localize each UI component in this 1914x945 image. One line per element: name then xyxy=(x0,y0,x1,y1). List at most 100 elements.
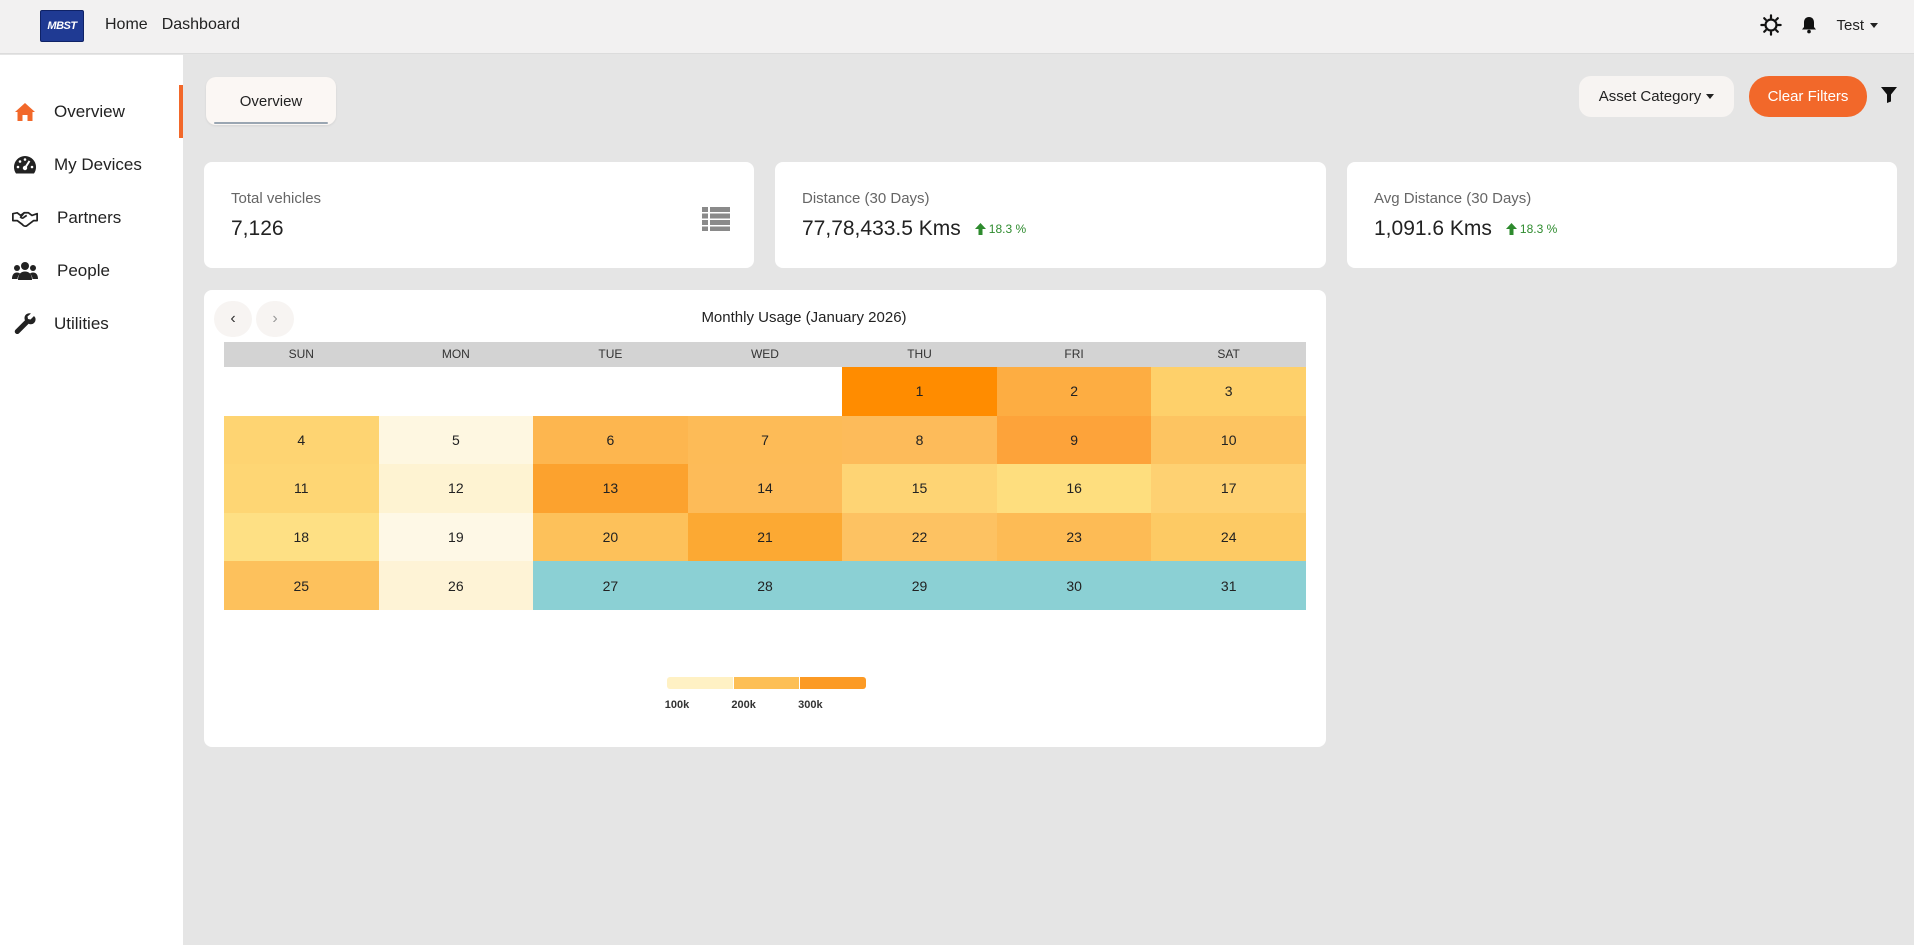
trend-indicator: 18.3 % xyxy=(974,222,1027,236)
chevron-down-icon xyxy=(1706,94,1715,99)
chevron-right-icon: › xyxy=(272,310,278,327)
user-menu[interactable]: Test xyxy=(1836,17,1878,34)
sidebar-item-label: People xyxy=(57,260,110,280)
calendar-day-cell[interactable]: 19 xyxy=(378,512,534,562)
calendar-day-cell[interactable]: 13 xyxy=(533,464,688,513)
sidebar-item-label: Utilities xyxy=(54,313,109,333)
asset-category-dropdown[interactable]: Asset Category xyxy=(1579,76,1734,117)
tab-overview[interactable]: Overview xyxy=(206,77,336,125)
top-nav: Home Dashboard xyxy=(105,16,240,34)
trend-value: 18.3 % xyxy=(988,222,1027,236)
calendar-day-cell[interactable]: 23 xyxy=(996,512,1152,562)
weekday-sun: SUN xyxy=(288,347,314,361)
stat-title: Avg Distance (30 Days) xyxy=(1374,190,1532,207)
calendar-day-cell[interactable]: 12 xyxy=(378,464,534,513)
prev-month-button[interactable]: ‹ xyxy=(214,301,252,337)
calendar-day-cell[interactable]: 18 xyxy=(224,512,379,562)
stat-card-distance: Distance (30 Days) 77,78,433.5 Kms 18.3 … xyxy=(775,162,1326,268)
calendar-day-cell[interactable]: 14 xyxy=(687,464,843,513)
sidebar-item-my-devices[interactable]: My Devices xyxy=(0,138,183,191)
calendar-day-cell[interactable]: 3 xyxy=(1151,367,1306,416)
calendar-day-cell[interactable]: 15 xyxy=(842,464,997,513)
sidebar-item-label: My Devices xyxy=(54,154,142,174)
stat-value: 1,091.6 Kms 18.3 % xyxy=(1374,217,1557,241)
next-month-button[interactable]: › xyxy=(256,301,294,337)
stat-card-total-vehicles: Total vehicles 7,126 xyxy=(204,162,754,268)
list-icon[interactable] xyxy=(702,207,730,236)
bell-icon[interactable] xyxy=(1798,14,1820,36)
weekday-fri: FRI xyxy=(1064,347,1084,361)
stat-value-text: 1,091.6 Kms xyxy=(1374,217,1492,240)
calendar-day-cell[interactable]: 21 xyxy=(687,512,843,562)
calendar-title: Monthly Usage (January 2026) xyxy=(701,309,907,326)
calendar-day-cell[interactable]: 29 xyxy=(842,561,997,610)
monthly-usage-calendar-card: ‹ › Monthly Usage (January 2026) SUN MON T… xyxy=(204,290,1326,747)
top-navbar: MBST Home Dashboard Test xyxy=(0,0,1914,54)
calendar-day-cell[interactable]: 31 xyxy=(1151,561,1306,610)
calendar-day-cell[interactable]: 7 xyxy=(687,415,843,465)
calendar-day-cell[interactable]: 28 xyxy=(687,561,843,610)
wrench-icon xyxy=(12,312,38,335)
calendar-day-cell[interactable]: 16 xyxy=(996,464,1152,513)
legend-swatch xyxy=(667,677,733,689)
arrow-up-icon xyxy=(974,223,986,235)
stat-value: 7,126 xyxy=(231,217,284,241)
trend-indicator: 18.3 % xyxy=(1505,222,1558,236)
stat-value: 77,78,433.5 Kms 18.3 % xyxy=(802,217,1026,241)
calendar-day-cell[interactable]: 9 xyxy=(996,415,1152,465)
stat-value-text: 7,126 xyxy=(231,217,284,240)
stat-value-text: 77,78,433.5 Kms xyxy=(802,217,961,240)
chevron-left-icon: ‹ xyxy=(230,310,236,327)
user-name: Test xyxy=(1836,16,1864,34)
home-icon xyxy=(12,101,38,123)
clear-filters-button[interactable]: Clear Filters xyxy=(1749,76,1867,117)
nav-dashboard-link[interactable]: Dashboard xyxy=(161,16,240,33)
sidebar-item-utilities[interactable]: Utilities xyxy=(0,297,183,350)
nav-home-link[interactable]: Home xyxy=(105,16,148,33)
legend-swatch xyxy=(800,677,866,689)
calendar-day-cell[interactable]: 22 xyxy=(842,512,997,562)
asset-category-label: Asset Category xyxy=(1598,88,1702,105)
calendar-day-cell[interactable]: 6 xyxy=(533,415,688,465)
calendar-day-cell[interactable]: 8 xyxy=(842,415,997,465)
sidebar: Overview My Devices Partners People Util… xyxy=(0,55,183,945)
sidebar-item-people[interactable]: People xyxy=(0,244,183,297)
sidebar-item-overview[interactable]: Overview xyxy=(0,85,183,138)
calendar-day-cell[interactable]: 30 xyxy=(996,561,1152,610)
sidebar-item-partners[interactable]: Partners xyxy=(0,191,183,244)
handshake-icon xyxy=(12,207,38,229)
calendar-day-cell[interactable]: 20 xyxy=(533,512,688,562)
calendar-day-cell[interactable]: 26 xyxy=(378,561,534,610)
weekday-wed: WED xyxy=(750,347,779,361)
trend-value: 18.3 % xyxy=(1519,222,1558,236)
calendar-day-cell[interactable]: 5 xyxy=(378,415,534,465)
calendar-day-cell[interactable]: 27 xyxy=(533,561,688,610)
weekday-tue: TUE xyxy=(598,347,623,361)
top-right-controls: Test xyxy=(1760,14,1878,36)
legend-label: 200k xyxy=(731,699,756,711)
calendar-legend: 100k 200k 300k xyxy=(665,677,867,711)
calendar-day-cell[interactable]: 24 xyxy=(1151,512,1306,562)
weekday-mon: MON xyxy=(441,347,470,361)
brand-logo[interactable]: MBST xyxy=(40,10,84,42)
chevron-down-icon xyxy=(1870,22,1878,28)
dashboard-gauge-icon xyxy=(12,154,38,176)
calendar-day-cell[interactable]: 10 xyxy=(1151,415,1306,465)
stat-title: Total vehicles xyxy=(231,190,322,207)
legend-label: 100k xyxy=(664,699,690,711)
calendar-weekday-header: SUN MON TUE WED THU FRI SAT xyxy=(224,342,1306,367)
stat-card-avg-distance: Avg Distance (30 Days) 1,091.6 Kms 18.3 … xyxy=(1347,162,1897,268)
theme-toggle-icon[interactable] xyxy=(1760,14,1783,36)
sidebar-item-label: Overview xyxy=(54,101,125,121)
calendar-day-cell[interactable]: 17 xyxy=(1151,464,1306,513)
sidebar-item-label: Partners xyxy=(57,207,122,227)
calendar-day-cell[interactable]: 1 xyxy=(842,367,997,416)
filter-icon[interactable] xyxy=(1880,86,1898,104)
calendar-day-cell[interactable]: 11 xyxy=(224,464,379,513)
stat-title: Distance (30 Days) xyxy=(802,190,930,207)
calendar-day-cell[interactable]: 4 xyxy=(224,415,379,465)
calendar-day-cell[interactable]: 25 xyxy=(224,561,379,610)
legend-label: 300k xyxy=(798,699,823,711)
weekday-thu: THU xyxy=(907,347,932,361)
calendar-day-cell[interactable]: 2 xyxy=(996,367,1152,416)
